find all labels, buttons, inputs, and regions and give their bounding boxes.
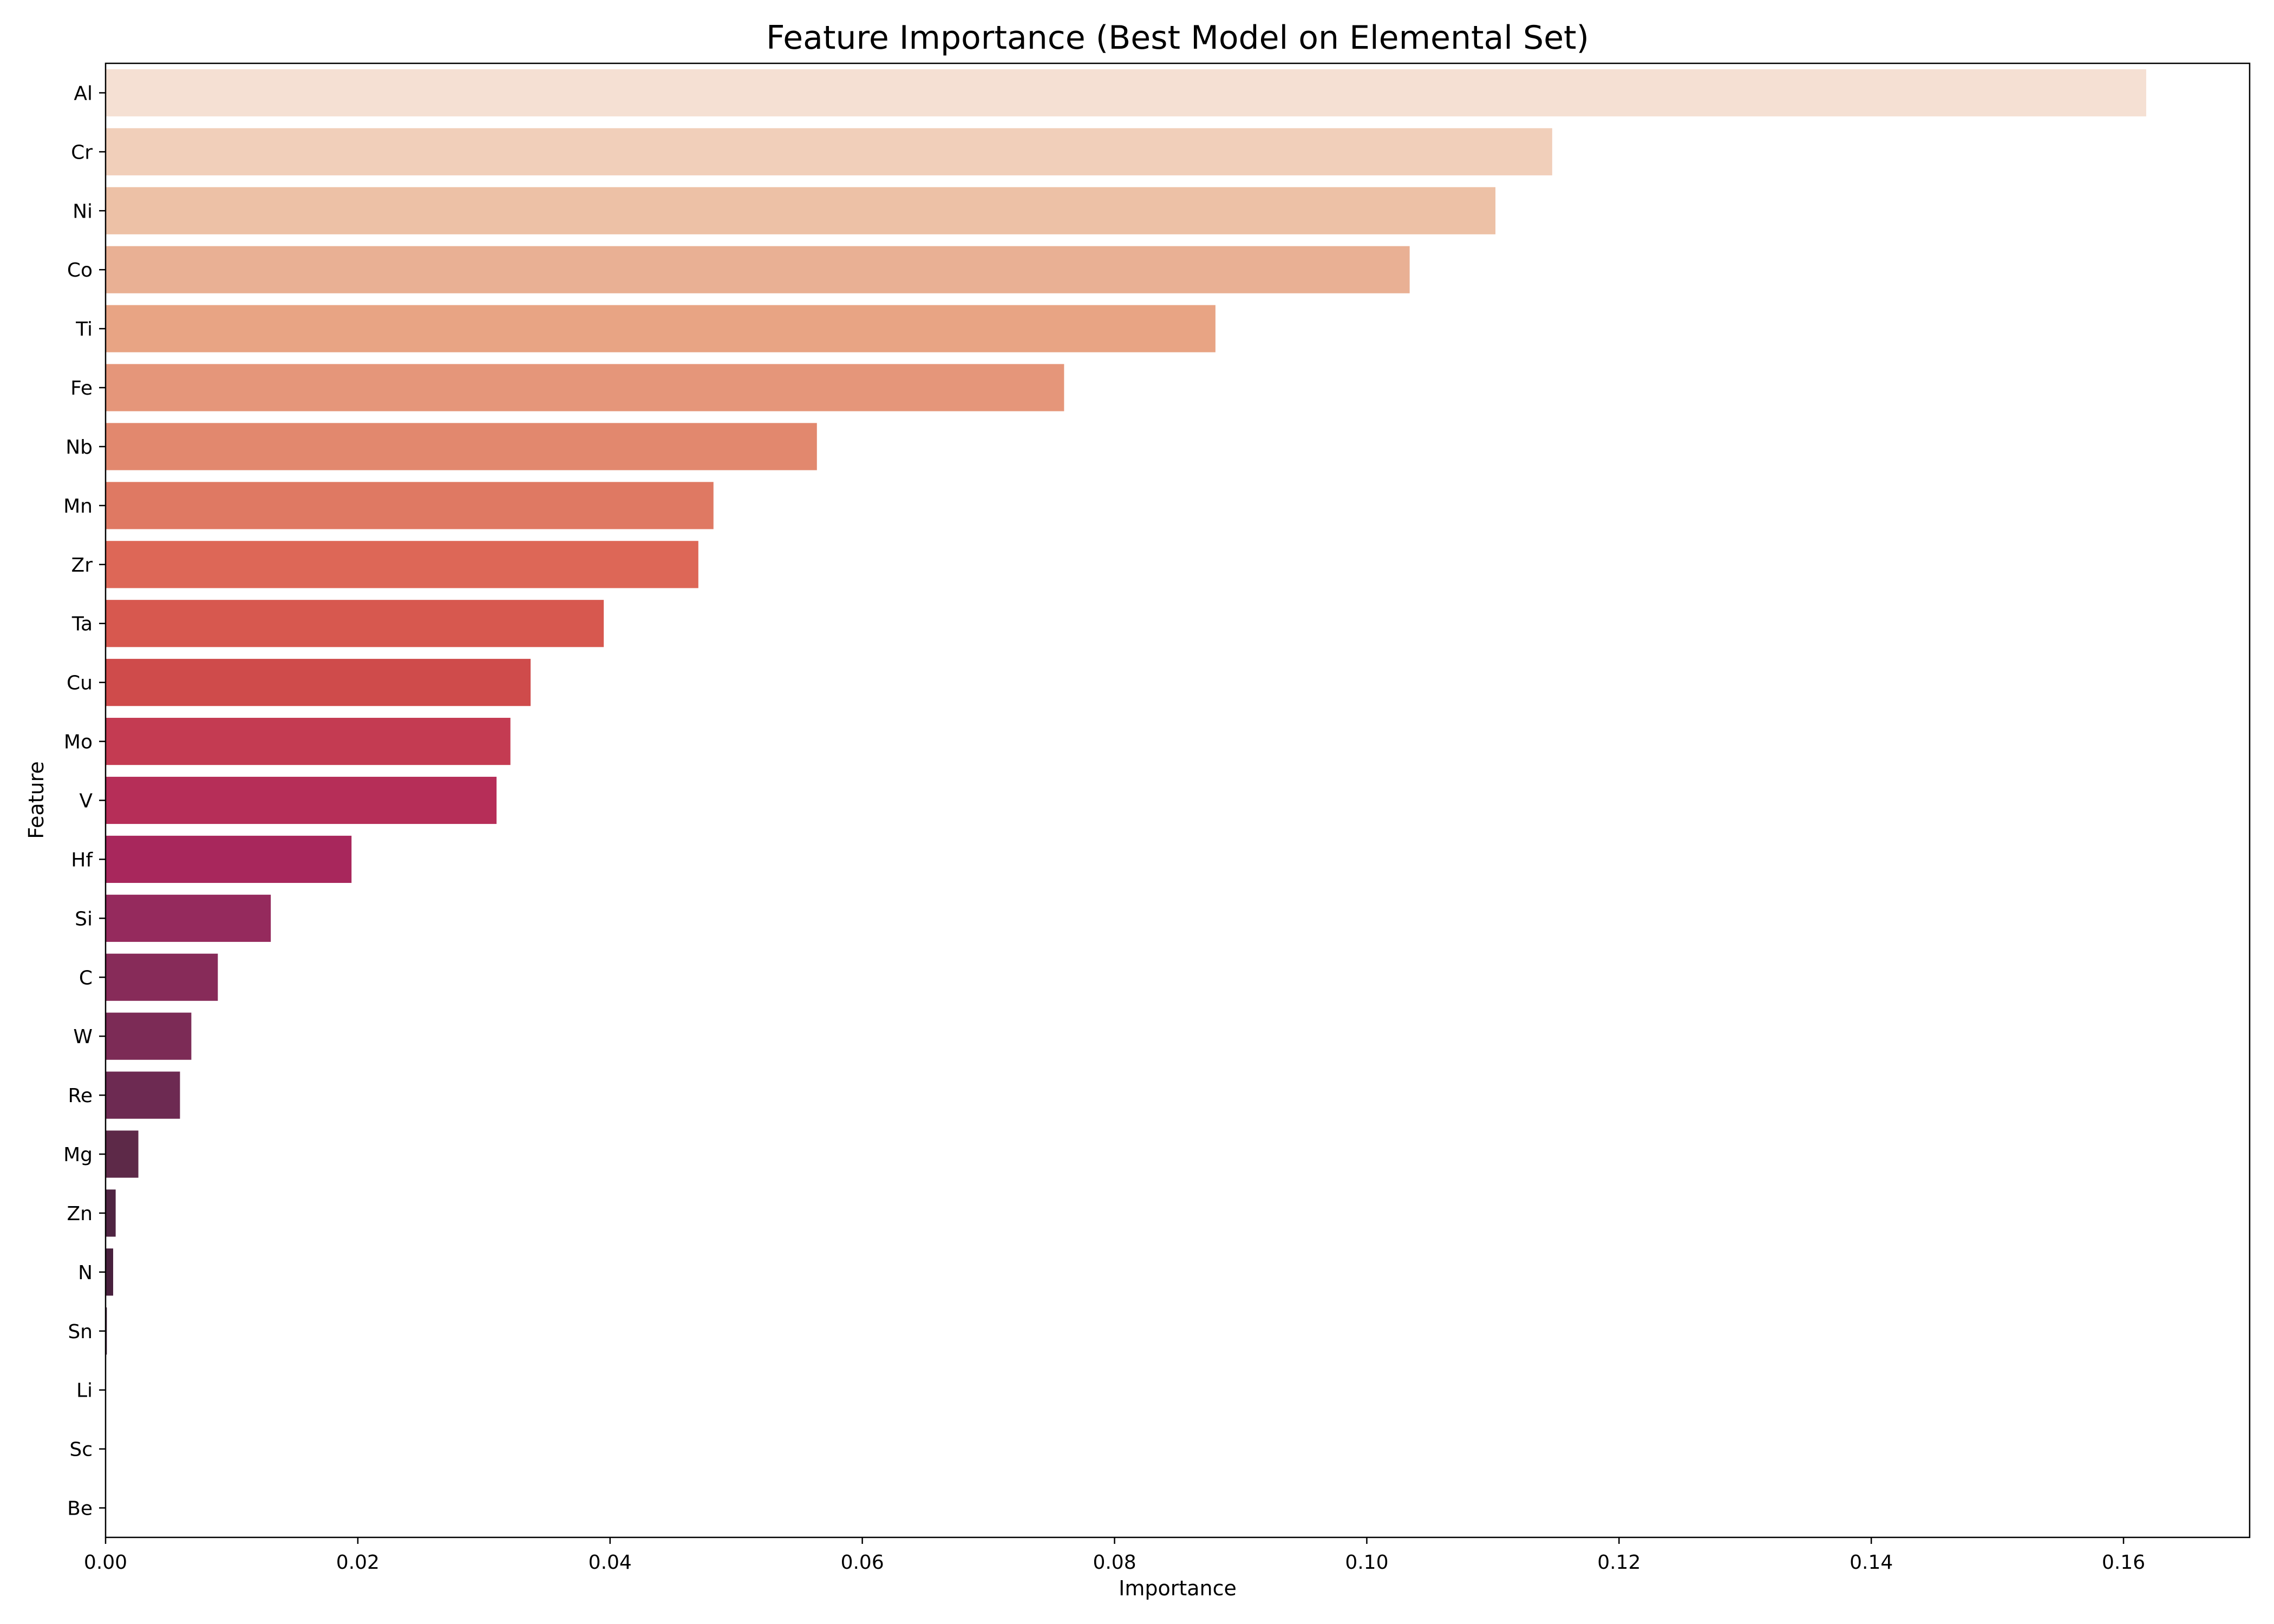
- y-tick-label-li: Li: [76, 1380, 93, 1402]
- bar-w: [106, 1012, 192, 1060]
- bar-cu: [106, 659, 531, 706]
- y-tick-label-mn: Mn: [63, 495, 93, 518]
- bar-nb: [106, 423, 817, 470]
- y-tick-label-w: W: [73, 1026, 93, 1048]
- y-tick-label-c: C: [79, 967, 93, 989]
- y-tick-label-sc: Sc: [69, 1439, 93, 1461]
- bar-v: [106, 776, 497, 824]
- bar-c: [106, 953, 218, 1001]
- y-tick-label-sn: Sn: [68, 1321, 93, 1343]
- x-tick-label: 0.06: [841, 1551, 884, 1574]
- x-tick-label: 0.00: [84, 1551, 127, 1574]
- bars-group: [106, 69, 2146, 1355]
- bar-ta: [106, 600, 604, 647]
- x-tick-label: 0.12: [1597, 1551, 1641, 1574]
- y-tick-label-co: Co: [67, 259, 93, 281]
- y-tick-label-n: N: [78, 1262, 93, 1284]
- bar-cr: [106, 128, 1552, 175]
- y-tick-label-re: Re: [68, 1085, 93, 1107]
- bar-mo: [106, 718, 511, 765]
- bar-mn: [106, 482, 714, 529]
- x-axis-title: Importance: [1119, 1576, 1237, 1600]
- bar-mg: [106, 1130, 139, 1178]
- bar-n: [106, 1248, 113, 1296]
- x-tick-label: 0.16: [2102, 1551, 2145, 1574]
- bar-co: [106, 246, 1410, 293]
- y-tick-label-mo: Mo: [64, 731, 93, 754]
- x-tick-label: 0.08: [1093, 1551, 1136, 1574]
- bar-re: [106, 1071, 180, 1119]
- y-tick-label-cu: Cu: [67, 672, 93, 695]
- x-axis-ticks: 0.00 0.02 0.04 0.06 0.08 0.10 0.12 0.14 0.16: [84, 1537, 2145, 1574]
- y-tick-label-zr: Zr: [71, 554, 93, 577]
- y-tick-label-ti: Ti: [75, 318, 93, 340]
- x-tick-label: 0.02: [336, 1551, 380, 1574]
- y-axis-ticks: Al Cr Ni Co Ti Fe Nb Mn Zr Ta Cu Mo V Hf Si C W Re Mg Zn N Sn…: [63, 82, 106, 1520]
- plot-frame: [104, 62, 2251, 1538]
- x-tick-label: 0.04: [589, 1551, 632, 1574]
- x-tick-label: 0.10: [1345, 1551, 1388, 1574]
- bar-hf: [106, 835, 352, 883]
- chart-title: Feature Importance (Best Model on Elemen…: [766, 19, 1589, 57]
- bar-zn: [106, 1189, 116, 1237]
- y-tick-label-nb: Nb: [66, 436, 93, 459]
- bar-al: [106, 69, 2146, 117]
- bar-si: [106, 894, 271, 942]
- y-tick-label-v: V: [79, 790, 93, 813]
- y-tick-label-ni: Ni: [73, 200, 93, 222]
- bar-fe: [106, 364, 1064, 411]
- y-tick-label-mg: Mg: [63, 1144, 93, 1166]
- bar-ti: [106, 305, 1216, 352]
- y-tick-label-fe: Fe: [70, 377, 93, 400]
- y-tick-label-si: Si: [75, 908, 93, 930]
- bar-ni: [106, 187, 1496, 234]
- y-tick-label-be: Be: [67, 1498, 93, 1520]
- y-axis-title: Feature: [24, 761, 48, 839]
- y-tick-label-hf: Hf: [71, 849, 93, 871]
- x-tick-label: 0.14: [1850, 1551, 1893, 1574]
- y-tick-label-zn: Zn: [67, 1203, 93, 1225]
- y-tick-label-al: Al: [74, 82, 93, 104]
- bar-zr: [106, 541, 698, 588]
- y-tick-label-cr: Cr: [71, 141, 93, 163]
- y-tick-label-ta: Ta: [71, 613, 93, 636]
